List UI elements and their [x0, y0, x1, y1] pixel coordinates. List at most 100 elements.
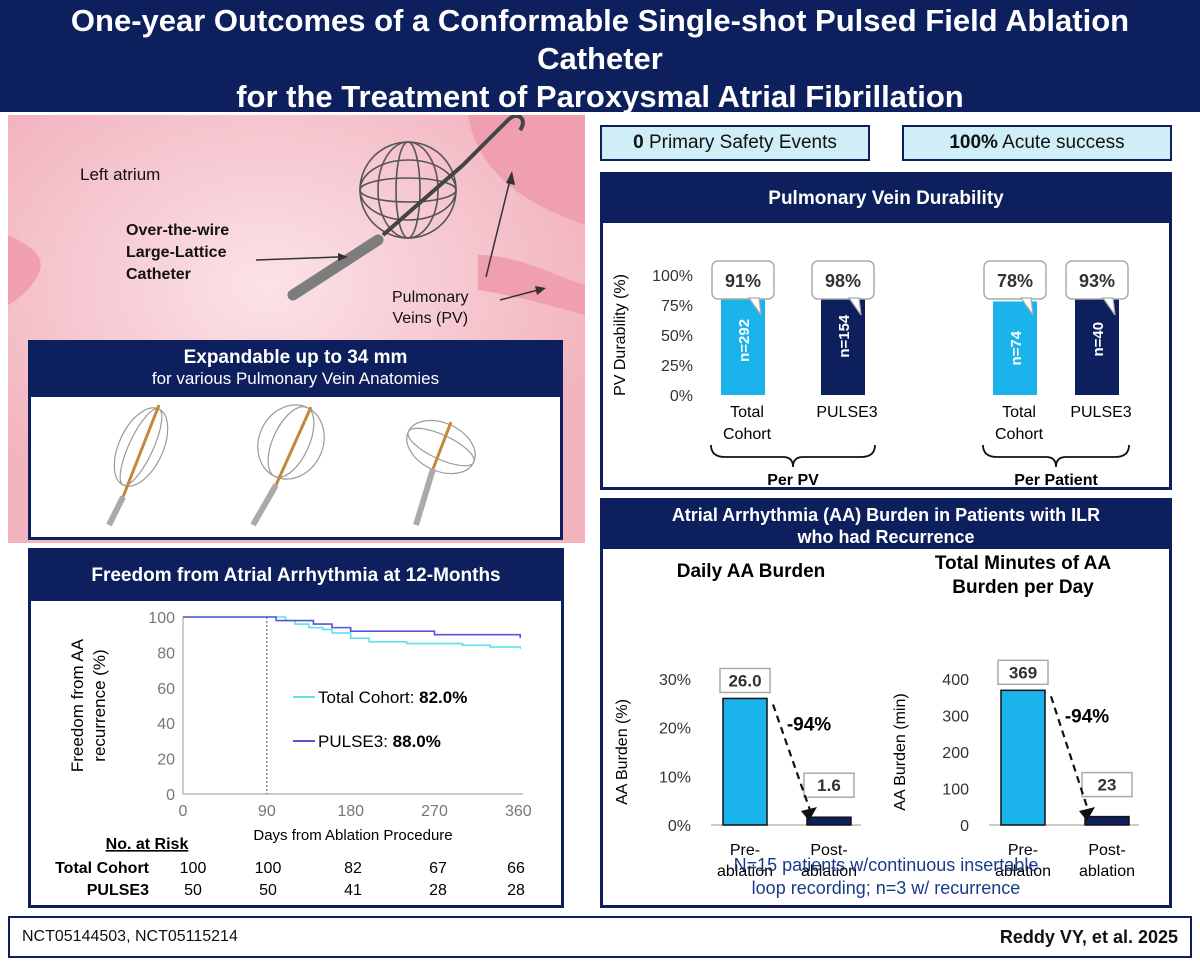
pv-bar-name: Total [1002, 404, 1036, 421]
pv-value-label: 93% [1079, 271, 1115, 291]
acute-success-label: Acute success [1002, 132, 1125, 153]
aa-daily-title: Daily AA Burden [677, 561, 826, 582]
vein-shape-right [468, 115, 585, 225]
pv-y-tick-label: 0% [670, 388, 693, 405]
title-line-2: Catheter [537, 41, 663, 76]
aa-value-label: 369 [1009, 663, 1037, 682]
km-x-axis-label: Days from Ablation Procedure [253, 827, 452, 844]
aa-category-line-2: ablation [1079, 863, 1135, 880]
pv-arrow-1 [485, 179, 511, 278]
km-legend-value: 88.0% [393, 732, 441, 751]
km-y-tick-label: 0 [166, 787, 175, 804]
catheter-illustration-panel: Left atrium Over-the-wire Large-Lattice … [8, 115, 585, 543]
safety-events-value: 0 [633, 132, 644, 153]
aa-burden-panel: Atrial Arrhythmia (AA) Burden in Patient… [600, 498, 1172, 908]
pv-value-callout-tail [1019, 297, 1034, 316]
aa-change-label: -94% [1065, 706, 1109, 727]
aa-category-line-2: ablation [801, 863, 857, 880]
risk-row-value: 28 [507, 882, 525, 899]
pv-bar-n-label: n=292 [736, 319, 753, 362]
km-y-tick-label: 80 [157, 645, 175, 662]
km-x-tick-label: 90 [258, 803, 276, 820]
pv-value-label: 98% [825, 271, 861, 291]
pv-group-label: Per PV [767, 472, 819, 487]
pv-y-tick-label: 75% [661, 298, 693, 315]
aa-y-tick-label: 30% [659, 672, 691, 689]
pv-bar-name: PULSE3 [816, 404, 877, 421]
catheter-small [106, 404, 169, 527]
aa-change-arrow [1049, 695, 1091, 814]
footer: NCT05144503, NCT05115214 Reddy VY, et al… [8, 916, 1192, 958]
km-series-line [183, 616, 522, 649]
title-line-3: for the Treatment of Paroxysmal Atrial F… [236, 79, 964, 114]
km-y-axis-label-1: Freedom from AA [68, 638, 87, 772]
km-y-tick-label: 100 [148, 610, 175, 627]
pv-value-label: 78% [997, 271, 1033, 291]
aa-value-box [997, 659, 1049, 686]
pv-y-tick-label: 50% [661, 328, 693, 345]
catheter-large [406, 419, 476, 526]
catheter-label: Over-the-wire Large-Lattice Catheter [126, 220, 229, 286]
aa-y-tick-label: 10% [659, 769, 691, 786]
pv-value-callout [811, 260, 875, 300]
pv-durability-header: Pulmonary Vein Durability [603, 175, 1169, 223]
pv-value-callout [983, 260, 1047, 300]
pv-bar-n-label: n=154 [836, 314, 853, 358]
catheter-arrow [255, 256, 339, 261]
pv-bar-n-label: n=74 [1008, 330, 1025, 365]
risk-row-label: PULSE3 [87, 882, 149, 899]
pv-value-label: 91% [725, 271, 761, 291]
pv-label-line-2: Veins (PV) [392, 310, 469, 327]
aa-note-line-2: loop recording; n=3 w/ recurrence [752, 878, 1021, 898]
km-x-tick-label: 180 [337, 803, 364, 820]
aa-category-line-1: Post- [1088, 842, 1125, 859]
km-y-axis-label-2: recurrence (%) [90, 649, 109, 761]
km-legend-label: PULSE3: 88.0% [318, 732, 441, 751]
km-series-line [183, 616, 522, 639]
risk-row-value: 100 [180, 860, 207, 877]
aa-change-label: -94% [787, 714, 831, 735]
aa-value-box [803, 772, 855, 798]
km-chart: 0 20 40 60 80 100 0 90 180 270 360 Days from Ablati… [55, 610, 532, 899]
risk-row-value: 82 [344, 860, 362, 877]
aa-category-line-2: ablation [717, 863, 773, 880]
aa-y-tick-label: 0 [960, 818, 969, 835]
catheter-label-line-1: Over-the-wire [126, 222, 230, 239]
pv-durability-chart: PV Durability (%) 100% 75% 50% 25% 0% n=292 91%… [612, 260, 1132, 489]
pv-y-tick-label: 100% [652, 268, 693, 285]
aa-y-axis-label: AA Burden (min) [892, 693, 909, 810]
freedom-header: Freedom from Atrial Arrhythmia at 12-Mon… [31, 551, 561, 601]
aa-y-tick-label: 100 [942, 782, 969, 799]
pv-value-callout-tail [847, 297, 862, 316]
pv-bar-name: PULSE3 [1070, 404, 1131, 421]
pulmonary-veins-label: Pulmonary Veins (PV) [392, 287, 468, 329]
aa-value-label: 1.6 [817, 776, 841, 795]
pv-y-tick-label: 25% [661, 358, 693, 375]
km-legend-label: Total Cohort: 82.0% [318, 688, 467, 707]
pv-bar [993, 301, 1037, 395]
km-x-tick-label: 270 [421, 803, 448, 820]
lattice-tip [359, 141, 457, 239]
pv-bar-name: Total [730, 404, 764, 421]
acute-success-badge: 100% Acute success [902, 125, 1172, 161]
catheter-label-line-3: Catheter [126, 266, 191, 283]
aa-burden-header: Atrial Arrhythmia (AA) Burden in Patient… [603, 501, 1169, 549]
vein-shape-right-lower [478, 255, 585, 315]
aa-change-arrowhead [1079, 807, 1095, 821]
acute-success-value: 100% [949, 132, 998, 153]
risk-row-value: 100 [255, 860, 282, 877]
catheter-shaft [287, 234, 384, 301]
aa-bar [806, 816, 852, 826]
catheter-medium [250, 404, 325, 527]
km-legend-value: 82.0% [419, 688, 467, 707]
pv-durability-panel: Pulmonary Vein Durability PV Durability … [600, 172, 1172, 490]
aa-value-box [719, 667, 771, 694]
title-line-1: One-year Outcomes of a Conformable Singl… [70, 3, 1130, 38]
aa-value-label: 23 [1098, 776, 1117, 795]
safety-events-label: Primary Safety Events [648, 132, 837, 153]
aa-bar [1000, 689, 1046, 826]
expandable-panel: Expandable up to 34 mm for various Pulmo… [28, 340, 563, 540]
aa-burden-charts: Daily AA Burden AA Burden (%) 30% 20% 10% 0% 2… [614, 553, 1139, 898]
risk-row-value: 41 [344, 882, 362, 899]
km-y-tick-label: 40 [157, 716, 175, 733]
